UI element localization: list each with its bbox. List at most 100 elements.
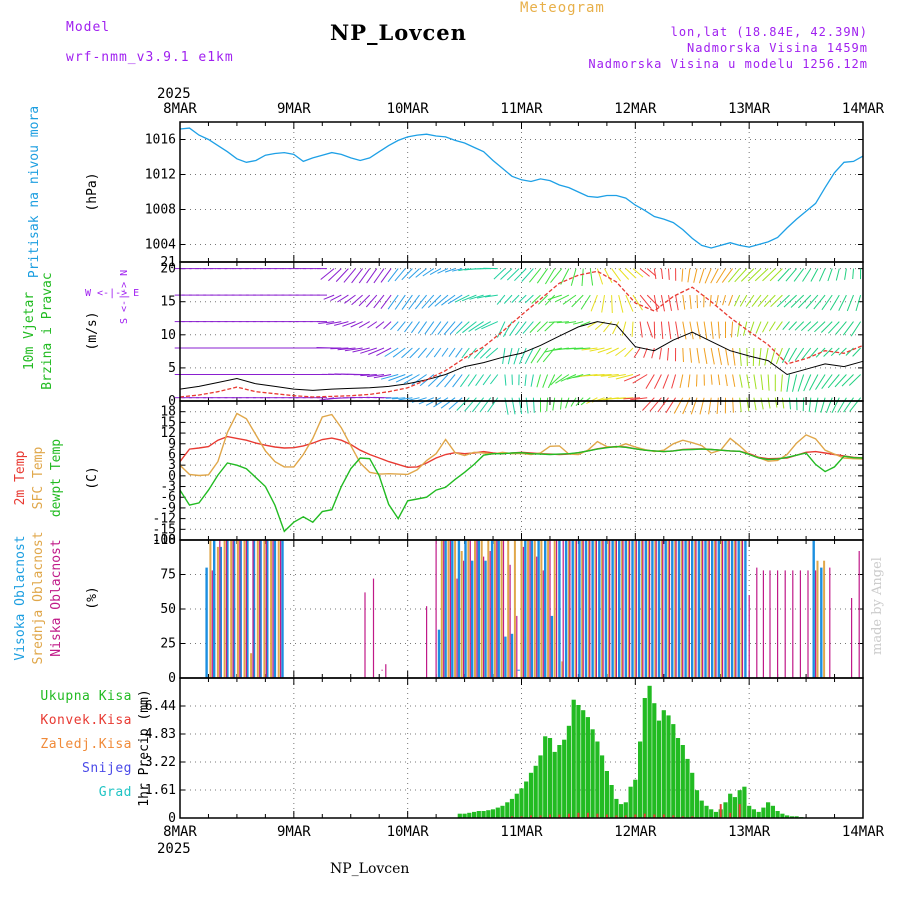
- cloud-bar: [799, 570, 801, 678]
- cloud-bar: [216, 546, 219, 678]
- model-label: Model: [66, 20, 111, 35]
- precip-bar: [495, 807, 500, 818]
- bottom-date-label: 8MAR: [163, 824, 197, 840]
- precip-bar: [590, 729, 595, 818]
- wind-arrow: [615, 347, 627, 357]
- wind-arrow: [803, 374, 812, 392]
- wind-arrow: [814, 397, 819, 413]
- wind-arrow: [797, 374, 805, 392]
- wind-arrow: [373, 374, 392, 379]
- wind-arrow: [459, 374, 470, 388]
- wind-arrow: [392, 397, 406, 400]
- wind-arrow: [511, 397, 516, 415]
- cloud-bar: [587, 540, 590, 678]
- y-tick-label: 1012: [145, 168, 176, 183]
- wind-arrow: [513, 347, 520, 365]
- wind-arrow: [805, 294, 819, 309]
- wind-arrow: [725, 347, 729, 366]
- wind-arrow: [696, 347, 700, 364]
- wind-arrow: [467, 374, 477, 387]
- wind-arrow: [751, 294, 762, 307]
- y-tick-label: 1004: [145, 238, 176, 253]
- cloud-bar: [226, 540, 229, 678]
- wind-arrow: [409, 347, 420, 359]
- panel-unit: (C): [85, 466, 100, 489]
- wind-arrow: [358, 321, 370, 329]
- wind-arrow: [542, 374, 549, 388]
- wind-arrow: [474, 321, 491, 331]
- wind-arrow: [581, 347, 598, 351]
- wind-arrow: [562, 294, 577, 305]
- wind-arrow: [461, 347, 470, 359]
- cloud-bar: [675, 540, 677, 678]
- y-tick-label: 21: [160, 255, 176, 270]
- panel-temperature: [179, 401, 864, 541]
- cloud-bar: [457, 540, 461, 678]
- wind-arrow: [475, 374, 485, 386]
- wind-speed-line: [179, 321, 864, 391]
- wind-arrows: [174, 267, 862, 415]
- cloud-bar: [550, 615, 554, 678]
- precip-bar: [623, 802, 628, 818]
- y-tick-label: 6.44: [145, 699, 176, 714]
- wind-arrow: [365, 294, 378, 308]
- wind-arrow: [675, 295, 679, 311]
- cloud-bar: [614, 540, 617, 678]
- wind-arrow: [590, 294, 598, 312]
- wind-compass-ns: S <-|-> N: [119, 270, 130, 324]
- wind-arrow: [762, 321, 769, 333]
- wind-arrow: [536, 321, 548, 333]
- wind-arrow: [689, 321, 694, 340]
- wind-arrow: [351, 268, 363, 284]
- cloud-bar: [598, 540, 601, 678]
- precip-legend-item: Zaledj.Kisa: [40, 737, 132, 752]
- wind-arrow: [593, 374, 612, 377]
- wind-arrow: [624, 347, 634, 358]
- wind-arrow: [657, 397, 669, 413]
- wind-arrow: [618, 268, 630, 280]
- wind-arrow: [436, 374, 449, 388]
- precip-bar: [600, 755, 605, 818]
- wind-arrow: [547, 374, 556, 389]
- cloud-bar: [582, 540, 584, 678]
- wind-arrow: [444, 374, 456, 388]
- wind-arrow: [717, 374, 721, 386]
- wind-arrow: [760, 374, 764, 391]
- wind-arrow: [842, 321, 854, 336]
- cloud-bar: [567, 540, 570, 678]
- cloud-bar: [502, 540, 505, 678]
- wind-arrow: [462, 321, 477, 334]
- wind-arrow: [681, 268, 684, 282]
- wind-arrow: [496, 294, 506, 305]
- wind-arrow: [660, 295, 665, 312]
- wind-arrow: [417, 347, 427, 359]
- wind-arrow: [443, 321, 456, 335]
- wind-arrow: [448, 347, 456, 357]
- wind-arrow: [777, 268, 790, 282]
- wind-arrow: [521, 268, 534, 282]
- precip-bar: [729, 812, 732, 818]
- wind-arrow: [440, 397, 456, 409]
- cloud-bar: [748, 595, 750, 678]
- wind-arrow: [660, 268, 664, 279]
- cloud-bar: [631, 540, 634, 678]
- cloud-bar: [372, 578, 375, 678]
- wind-arrow: [452, 268, 463, 272]
- wind-arrow: [500, 268, 513, 280]
- wind-arrow: [769, 268, 783, 282]
- precip-bar: [615, 815, 618, 818]
- precip-bar: [595, 741, 600, 818]
- cloud-bar: [520, 540, 523, 678]
- precip-ylabel: 1hr Precip (mm): [137, 689, 152, 806]
- wind-arrow: [715, 268, 726, 284]
- wind-arrow: [490, 374, 499, 385]
- cloud-bar: [489, 551, 491, 678]
- wind-arrow: [375, 321, 385, 329]
- wind-arrow: [746, 397, 750, 412]
- cloud-bar: [509, 564, 511, 678]
- wind-arrow: [823, 347, 833, 357]
- precip-bar: [490, 809, 496, 818]
- cloud-bar: [211, 570, 213, 678]
- cloud-bar: [561, 661, 564, 678]
- precip-bar: [638, 741, 643, 818]
